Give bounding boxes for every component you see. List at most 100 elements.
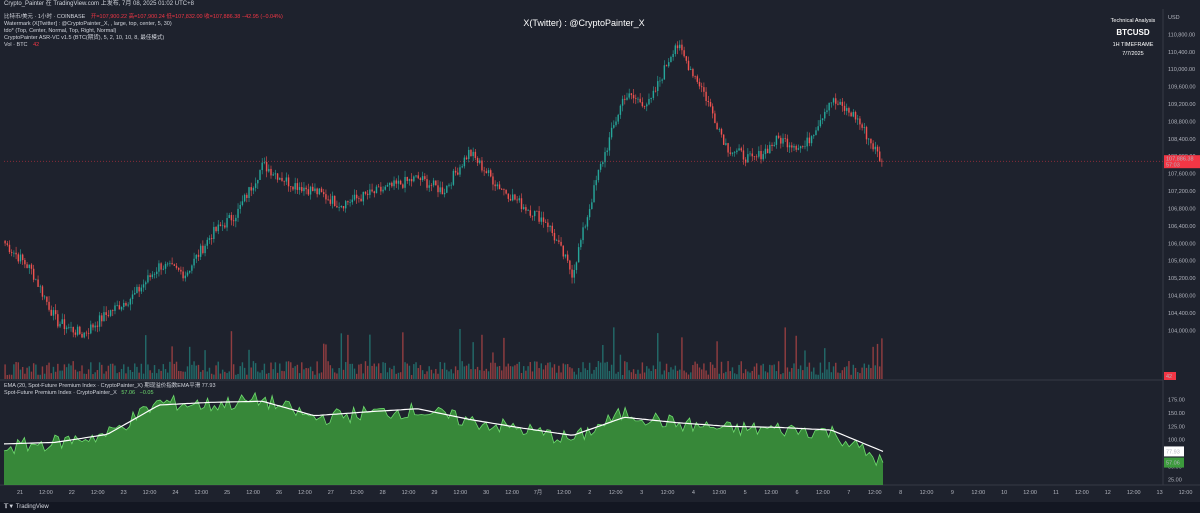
candle-body — [566, 254, 569, 261]
volume-bar — [241, 362, 244, 379]
volume-bar — [483, 370, 485, 379]
candle-body — [540, 217, 543, 222]
volume-bar — [96, 370, 99, 379]
volume-bar — [6, 374, 9, 379]
candle-body — [186, 272, 189, 276]
candle-body — [714, 113, 716, 124]
volume-bar — [399, 372, 402, 379]
candle-body — [646, 104, 648, 107]
volume-bar — [795, 335, 797, 379]
candle-body — [731, 152, 734, 154]
volume-bar — [437, 373, 439, 379]
candle-body — [421, 176, 424, 181]
footer-brand[interactable]: 𝕋▼ TradingView — [0, 502, 1200, 513]
candle-body — [463, 157, 466, 167]
time-tick-label: 12:00 — [557, 490, 571, 496]
time-tick-label: 7 — [847, 490, 850, 496]
candle-body — [709, 101, 712, 107]
chart-area[interactable]: 110,800.00 110,400.00 110,000.00 109,600.00… — [0, 9, 1200, 502]
volume-bar — [520, 372, 523, 379]
candle-body — [538, 210, 540, 222]
ema-tag — [1164, 446, 1184, 457]
premium-index-panel — [3, 391, 884, 485]
candle-body — [755, 156, 758, 158]
volume-bar — [197, 364, 200, 379]
volume-bar — [41, 366, 44, 379]
volume-bar — [707, 374, 710, 379]
volume-bar — [327, 361, 329, 379]
candle-body — [824, 111, 826, 119]
volume-bar — [555, 372, 558, 379]
candle-body — [637, 98, 639, 100]
candle-body — [760, 150, 762, 160]
time-axis[interactable]: 21 12:00 22 12:00 23 12:00 24 12:00 25 12:00 26 12:… — [17, 489, 1192, 496]
candle-body — [716, 123, 718, 130]
candle-body — [830, 102, 833, 104]
price-tick-label: 107,200.00 — [1168, 189, 1196, 195]
volume-bar — [637, 369, 639, 379]
candle-body — [531, 215, 534, 217]
candle-body — [206, 239, 208, 246]
currency-label: USD — [1168, 15, 1180, 21]
volume-bar — [265, 373, 268, 379]
volume-bar — [443, 362, 446, 379]
candle-body — [380, 186, 382, 192]
volume-bar — [727, 361, 729, 379]
candle-body — [560, 241, 562, 246]
candle-body — [468, 149, 470, 160]
candle-body — [410, 179, 413, 182]
legend-asr-line[interactable]: CryptoPainter ASR-VC v1.5 (BTC(期货), 5, 2… — [4, 33, 164, 41]
candle-body — [90, 324, 92, 334]
volume-bar — [351, 363, 354, 379]
candle-body — [652, 90, 655, 98]
candle-body — [101, 315, 103, 322]
candle-body — [694, 76, 696, 77]
legend-vol-line[interactable]: Vol · BTC 42 — [4, 42, 39, 48]
candle-body — [848, 108, 850, 113]
volume-bar — [287, 361, 290, 379]
legend-ema-line[interactable]: EMA (20, Spot-Future Premium Index · Cry… — [4, 381, 216, 389]
candle-body — [24, 260, 26, 265]
volume-bar — [138, 372, 140, 379]
price-tick-label: 108,800.00 — [1168, 119, 1196, 125]
candle-body — [615, 121, 617, 126]
candle-body — [285, 177, 288, 182]
candle-body — [474, 151, 477, 158]
legend-spfi-line[interactable]: Spot-Future Premium Index · CryptoPainte… — [4, 390, 154, 396]
price-axis[interactable]: 110,800.00 110,400.00 110,000.00 109,600.00… — [4, 15, 1200, 380]
volume-bar — [841, 370, 844, 379]
candle-body — [769, 144, 771, 154]
candle-body — [610, 127, 613, 138]
volume-bar — [360, 363, 362, 379]
volume-bar — [441, 369, 444, 379]
candle-body — [408, 179, 411, 181]
time-tick-label: 12:00 — [868, 490, 882, 496]
candle-body — [364, 191, 367, 194]
price-tick-label: 109,200.00 — [1168, 102, 1196, 108]
volume-bar — [813, 367, 815, 379]
candle-body — [397, 180, 400, 184]
candle-body — [577, 247, 580, 263]
volume-bar — [674, 365, 677, 379]
legend-ind-line[interactable]: tdo* (Top, Center, Normal, Top, Right, N… — [4, 28, 117, 34]
candle-body — [687, 60, 690, 70]
premium-axis[interactable]: 175.00150.00125.00100.0075.0050.0025.007… — [1164, 398, 1185, 484]
candle-body — [43, 296, 46, 298]
volume-bar — [465, 365, 468, 379]
legend-spfi-value: 57.06 — [121, 390, 135, 396]
candle-body — [312, 186, 314, 191]
volume-bar — [215, 365, 217, 379]
candle-body — [246, 194, 248, 198]
price-tick-label: 104,400.00 — [1168, 311, 1196, 317]
candle-body — [544, 221, 547, 223]
volume-bar — [843, 367, 846, 379]
volume-bar — [371, 365, 373, 379]
volume-bar — [646, 366, 648, 379]
volume-bar — [219, 373, 222, 379]
volume-bar — [175, 361, 178, 379]
candle-body — [202, 245, 204, 254]
legend-watermark-line[interactable]: Watermark (X[Twitter] : @CryptoPainter_X… — [4, 21, 172, 27]
candle-body — [788, 145, 791, 148]
volume-bar — [393, 365, 395, 379]
volume-bar — [560, 372, 562, 379]
